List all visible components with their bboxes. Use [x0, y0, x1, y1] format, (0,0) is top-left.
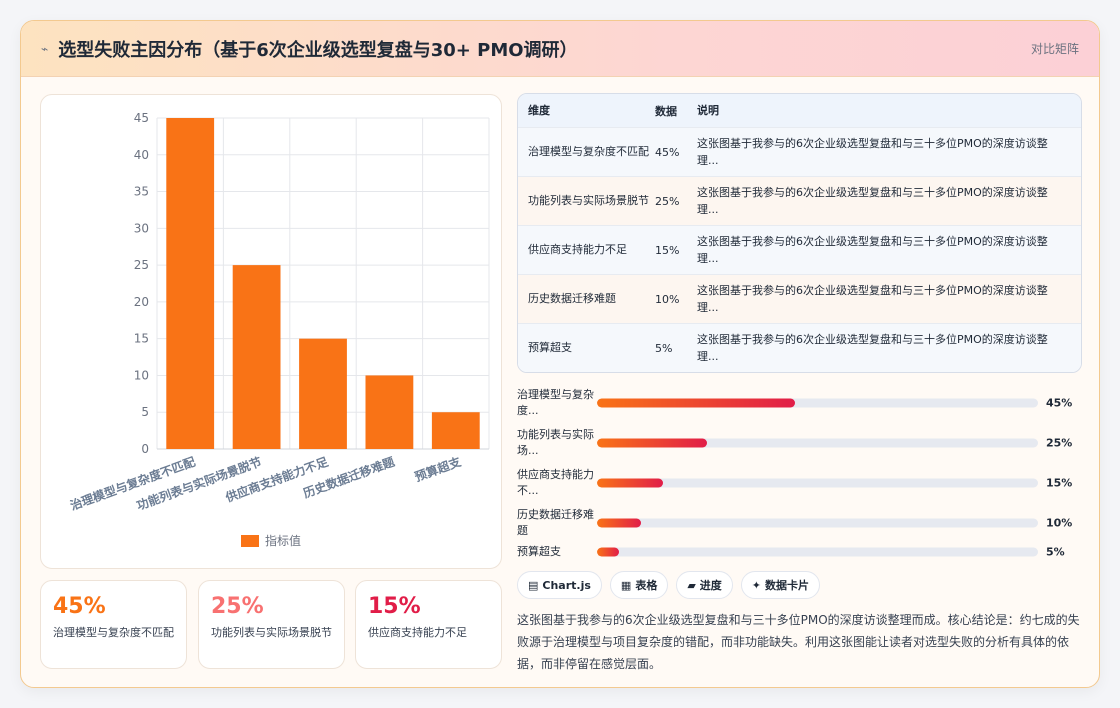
progress-row: 供应商支持能力不... 15% — [517, 466, 1082, 500]
table-row: 功能列表与实际场景脱节 25% 这张图基于我参与的6次企业级选型复盘和与三十多位… — [518, 176, 1081, 225]
summary-text: 这张图基于我参与的6次企业级选型复盘和与三十多位PMO的深度访谈整理而成。核心结… — [517, 613, 1080, 671]
progress-value: 25% — [1046, 436, 1073, 450]
progress-value: 15% — [1046, 476, 1073, 490]
progress-row: 治理模型与复杂度... 45% — [517, 386, 1082, 420]
bar — [431, 412, 480, 449]
stat-card-1: 45% 治理模型与复杂度不匹配 — [40, 580, 187, 669]
chip-progress[interactable]: ▰ 进度 — [676, 571, 733, 599]
y-tick-label: 35 — [134, 185, 149, 199]
chip-label: 数据卡片 — [765, 579, 810, 592]
progress-label: 功能列表与实际场... — [517, 428, 594, 457]
progress-label: 预算超支 — [517, 545, 561, 558]
progress-fill — [597, 518, 642, 528]
progress-label: 治理模型与复杂度... — [517, 388, 594, 417]
chip-chartjs[interactable]: ▤ Chart.js — [517, 571, 602, 599]
stat-label: 功能列表与实际场景脱节 — [211, 626, 332, 639]
x-tick-label: 预算超支 — [413, 453, 464, 484]
y-tick-label: 30 — [134, 221, 149, 235]
y-tick-label: 5 — [141, 405, 149, 419]
card-header: ⌁ 选型失败主因分布（基于6次企业级选型复盘与30+ PMO调研） 对比矩阵 — [21, 21, 1099, 77]
column-header-description: 说明 — [697, 104, 719, 117]
column-header-dimension: 维度 — [528, 103, 550, 117]
y-tick-label: 40 — [134, 148, 149, 162]
progress-track — [597, 518, 1038, 528]
stat-label: 治理模型与复杂度不匹配 — [53, 626, 174, 639]
table-icon: ▦ — [620, 578, 632, 592]
y-tick-label: 15 — [134, 332, 149, 346]
progress-value: 10% — [1046, 516, 1073, 530]
progress-track — [597, 478, 1038, 488]
cell-description: 这张图基于我参与的6次企业级选型复盘和与三十多位PMO的深度访谈整理... — [697, 235, 1048, 265]
progress-track — [597, 547, 1038, 557]
cell-description: 这张图基于我参与的6次企业级选型复盘和与三十多位PMO的深度访谈整理... — [697, 186, 1048, 216]
progress-track — [597, 398, 1038, 408]
chip-label: 进度 — [699, 579, 722, 592]
progress-value: 45% — [1046, 396, 1073, 410]
cell-data: 5% — [655, 341, 673, 355]
stat-label: 供应商支持能力不足 — [368, 626, 467, 639]
cell-dimension: 预算超支 — [528, 341, 572, 354]
stat-value: 15% — [368, 594, 421, 619]
progress-icon: ▰ — [687, 578, 696, 592]
bar — [365, 375, 414, 449]
bar — [166, 118, 215, 449]
progress-label: 历史数据迁移难题 — [517, 508, 594, 537]
stat-value: 25% — [211, 594, 264, 619]
table-row: 治理模型与复杂度不匹配 45% 这张图基于我参与的6次企业级选型复盘和与三十多位… — [518, 127, 1081, 176]
progress-fill — [597, 547, 620, 557]
sparkle-icon: ✦ — [751, 578, 762, 592]
y-tick-label: 25 — [134, 258, 149, 272]
y-tick-label: 0 — [141, 442, 149, 456]
progress-track — [597, 438, 1038, 448]
cell-data: 25% — [655, 194, 680, 208]
chip-data-card[interactable]: ✦ 数据卡片 — [740, 571, 821, 599]
progress-value: 5% — [1046, 545, 1065, 559]
progress-label: 供应商支持能力不... — [517, 468, 594, 497]
cell-description: 这张图基于我参与的6次企业级选型复盘和与三十多位PMO的深度访谈整理... — [697, 137, 1048, 167]
cell-dimension: 治理模型与复杂度不匹配 — [528, 145, 649, 158]
stat-card-2: 25% 功能列表与实际场景脱节 — [198, 580, 345, 669]
bar — [232, 265, 281, 449]
view-chips: ▤ Chart.js ▦ 表格 ▰ 进度 ✦ 数据卡片 — [517, 571, 821, 599]
table-row: 供应商支持能力不足 15% 这张图基于我参与的6次企业级选型复盘和与三十多位PM… — [518, 225, 1081, 274]
progress-row: 预算超支 5% — [517, 544, 1082, 560]
y-tick-label: 45 — [134, 111, 149, 125]
page-title: 选型失败主因分布（基于6次企业级选型复盘与30+ PMO调研） — [58, 39, 578, 61]
bar — [299, 338, 347, 449]
y-tick-label: 20 — [134, 295, 149, 309]
legend-label: 指标值 — [265, 533, 301, 548]
dashboard-card: ⌁ 选型失败主因分布（基于6次企业级选型复盘与30+ PMO调研） 对比矩阵 0… — [20, 20, 1100, 688]
legend-swatch — [241, 535, 259, 547]
table-row: 预算超支 5% 这张图基于我参与的6次企业级选型复盘和与三十多位PMO的深度访谈… — [518, 323, 1081, 372]
cell-dimension: 功能列表与实际场景脱节 — [528, 194, 649, 207]
bar-chart-panel: 0 5 10 15 20 25 30 35 40 45 治理模型与复杂度不匹配 功能列表与实际场景脱节… — [40, 94, 502, 569]
progress-row: 功能列表与实际场... 25% — [517, 426, 1082, 460]
y-tick-label: 10 — [134, 368, 149, 382]
chip-label: Chart.js — [542, 578, 591, 592]
stat-value: 45% — [53, 594, 106, 619]
compare-matrix-link[interactable]: 对比矩阵 — [1030, 42, 1079, 56]
chip-label: 表格 — [635, 579, 658, 592]
chart-icon: ⌁ — [41, 41, 49, 56]
progress-fill — [597, 438, 708, 448]
chip-table[interactable]: ▦ 表格 — [609, 571, 669, 599]
chart-icon: ▤ — [528, 578, 539, 592]
stat-card-3: 15% 供应商支持能力不足 — [355, 580, 502, 669]
cell-description: 这张图基于我参与的6次企业级选型复盘和与三十多位PMO的深度访谈整理... — [697, 333, 1048, 363]
data-table: 维度 数据 说明 治理模型与复杂度不匹配 45% 这张图基于我参与的6次企业级选… — [517, 93, 1082, 373]
progress-fill — [597, 478, 664, 488]
progress-fill — [597, 398, 796, 408]
bar-chart: 051015202530354045治理模型与复杂度不匹配功能列表与实际场景脱节… — [68, 111, 490, 548]
table-row: 历史数据迁移难题 10% 这张图基于我参与的6次企业级选型复盘和与三十多位PMO… — [518, 274, 1081, 323]
cell-data: 15% — [655, 243, 680, 257]
table-header: 维度 数据 说明 — [518, 94, 1081, 127]
cell-data: 10% — [655, 292, 680, 306]
progress-row: 历史数据迁移难题 10% — [517, 506, 1082, 540]
cell-data: 45% — [655, 145, 680, 159]
cell-dimension: 历史数据迁移难题 — [528, 292, 616, 305]
cell-dimension: 供应商支持能力不足 — [528, 243, 627, 256]
column-header-data: 数据 — [655, 104, 677, 118]
cell-description: 这张图基于我参与的6次企业级选型复盘和与三十多位PMO的深度访谈整理... — [697, 284, 1048, 314]
